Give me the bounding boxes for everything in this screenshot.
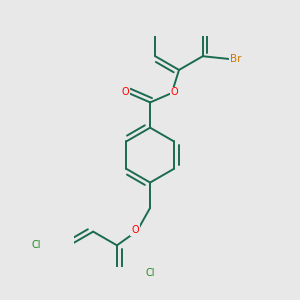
Text: Cl: Cl [146,268,155,278]
Text: O: O [171,87,178,97]
Text: Br: Br [230,54,242,64]
Text: O: O [122,87,129,97]
Text: Cl: Cl [32,240,41,250]
Text: O: O [131,225,139,235]
